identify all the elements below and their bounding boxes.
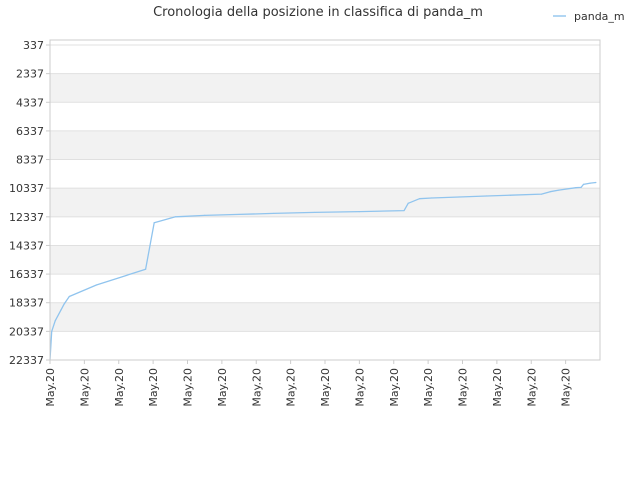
data-point [549,191,551,193]
x-tick-label: May.20 [388,368,401,407]
y-tick-label: 8337 [16,154,44,167]
data-point [314,211,316,214]
x-tick-label: May.20 [44,368,57,407]
chart-title: Cronologia della posizione in classifica… [153,5,483,20]
data-point [485,195,488,197]
x-tick-label: May.20 [250,368,263,407]
data-point [407,202,409,204]
data-point [558,189,560,191]
y-tick-label: 4337 [16,96,44,109]
data-point [510,194,512,196]
y-tick-label: 6337 [16,125,44,138]
x-tick-label: May.20 [113,368,126,407]
data-point [63,303,66,305]
y-tick-label: 337 [23,39,44,52]
data-point [51,330,53,332]
y-tick-label: 14337 [9,239,44,252]
data-point [575,187,577,189]
grid-bands [50,73,600,332]
x-tick-label: May.20 [560,368,573,407]
data-point [358,210,360,213]
x-tick-label: May.20 [353,368,366,407]
data-point [582,183,585,185]
data-point [458,196,460,198]
x-tick-label: May.20 [525,368,538,407]
x-tick-label: May.20 [285,368,298,407]
x-tick-label: May.20 [216,368,229,407]
y-axis: 337 2337 4337 6337 8337 10337 12337 14337 16337 1… [9,39,50,367]
x-axis: May.20 May.20 May.20 May.20 May.20 May.20 May.… [44,360,573,407]
series-line [49,181,596,361]
y-tick-label: 20337 [9,325,44,338]
data-point [95,284,98,286]
grid-band [50,245,600,275]
x-tick-label: May.20 [147,368,160,407]
y-tick-label: 22337 [9,354,44,367]
data-point [174,216,177,218]
data-point [68,295,70,298]
x-tick-label: May.20 [78,368,91,407]
grid-band [50,73,600,103]
x-tick-label: May.20 [422,368,435,407]
x-tick-label: May.20 [182,368,195,407]
data-point [403,209,405,212]
y-tick-label: 12337 [9,211,44,224]
data-point [238,213,240,216]
y-tick-label: 18337 [9,297,44,310]
y-tick-label: 16337 [9,268,44,281]
data-point [204,214,206,216]
x-tick-label: May.20 [319,368,332,407]
data-point [430,197,433,199]
grid-band [50,130,600,160]
data-point [580,186,582,188]
x-tick-label: May.20 [457,368,470,407]
data-point [54,320,56,322]
series-panda_m [49,181,597,361]
legend-label: panda_m [574,10,625,23]
data-point [595,181,597,184]
data-point [418,198,421,200]
y-tick-label: 2337 [16,68,44,81]
data-point [153,222,155,224]
x-tick-label: May.20 [491,368,504,407]
y-tick-label: 10337 [9,182,44,195]
data-point [60,309,62,311]
data-point [540,193,543,195]
data-point [272,212,275,215]
grid-band [50,302,600,332]
data-point [589,182,591,184]
grid-lines [50,44,600,361]
legend: panda_m [553,10,625,23]
data-point [144,268,147,270]
